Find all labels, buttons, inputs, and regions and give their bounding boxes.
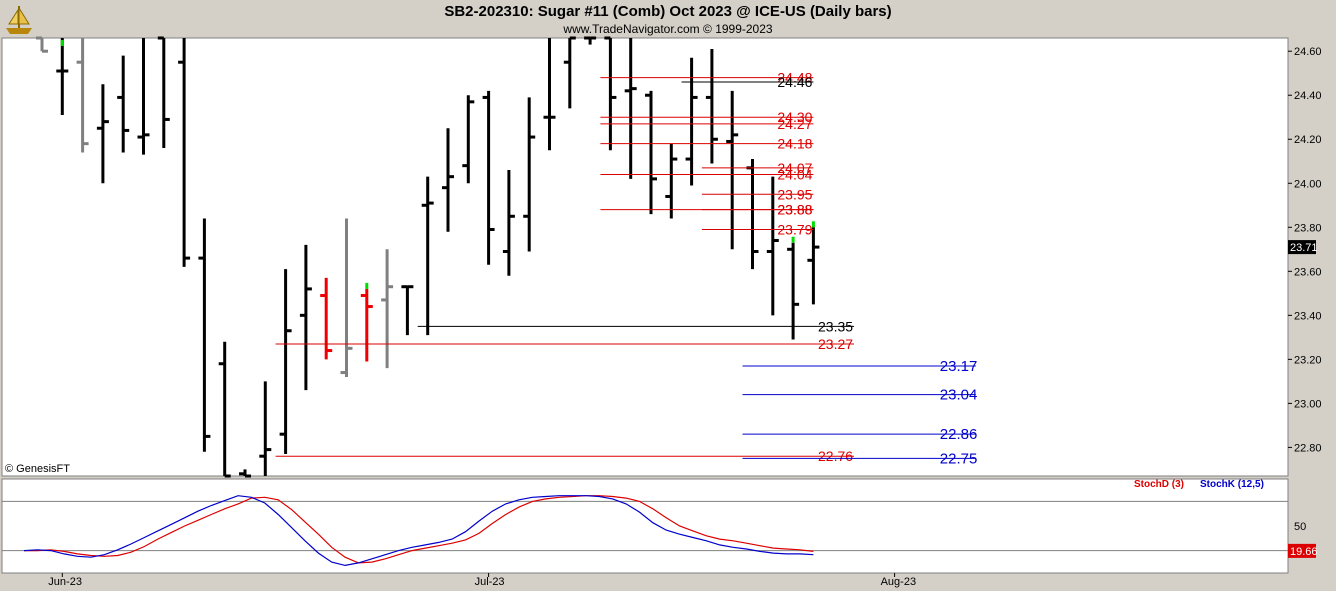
ohlc-bar [299,244,312,391]
price-level-label: 23.95 [777,186,812,202]
ohlc-bar [523,97,536,252]
chart-header: SB2-202310: Sugar #11 (Comb) Oct 2023 @ … [0,0,1336,38]
ohlc-bar [665,143,678,219]
stoch-line-k [23,495,814,567]
price-tick-label: 24.20 [1294,134,1322,146]
price-tick-label: 24.60 [1294,46,1322,58]
date-axis: Jun-23 Jul-23 Aug-23 [48,573,916,588]
ohlc-bar [381,249,394,369]
price-level-label: 24.18 [777,136,812,152]
price-level-label: 24.07 [777,160,812,176]
stoch-line-d [24,495,814,564]
ohlc-bar [279,269,292,454]
ohlc-bar [137,38,150,155]
ohlc-bar [584,36,597,45]
price-tick-label: 24.00 [1294,178,1322,190]
ohlc-bar [645,90,657,215]
ohlc-bar [807,221,820,305]
price-level-label: 23.27 [818,336,853,352]
ohlc-bar [705,49,718,164]
ohlc-bar [198,218,211,452]
price-levels: 24.4824.4624.3024.2724.1824.0724.0423.95… [275,70,978,467]
ohlc-bar [340,218,353,377]
ohlc-bar [218,341,231,478]
date-tick-label: Aug-23 [881,576,916,588]
price-level-label: 23.35 [818,318,853,334]
chart-subtitle: www.TradeNavigator.com © 1999-2023 [563,22,773,36]
price-tick-label: 23.40 [1294,310,1322,322]
price-panel [1,37,1289,477]
stoch-legend-item: StochD (3) [1134,479,1184,490]
ohlc-bar [685,57,698,186]
stoch-last-box [1288,543,1316,558]
ohlc-bar [624,38,637,179]
price-tick-label: 22.80 [1294,442,1322,454]
ohlc-bar [56,38,69,116]
ohlc-bar [117,55,130,153]
price-tick-label: 23.60 [1294,266,1322,278]
ohlc-bar [563,36,576,109]
price-level-label: 24.30 [777,109,812,125]
date-tick-label: Jun-23 [48,576,82,588]
ohlc-bar [502,170,515,276]
stoch-legend-item: StochK (12,5) [1200,479,1264,490]
chart-title: SB2-202310: Sugar #11 (Comb) Oct 2023 @ … [444,3,892,20]
last-price-label: 23.71 [1290,242,1318,254]
price-level-label: 24.04 [777,166,812,182]
price-panel-bg [1,37,1289,477]
price-level-label: 24.27 [777,116,812,132]
price-tick-label: 23.20 [1294,354,1322,366]
ohlc-bars [36,36,820,478]
price-level-label: 23.04 [940,387,978,404]
price-level-label: 22.76 [818,448,853,464]
ohlc-bar [604,36,617,151]
ohlc-bar [787,236,800,340]
ohlc-bar [259,381,272,476]
price-level-label: 23.17 [940,358,978,375]
ohlc-bar [178,38,191,267]
ohlc-bar [482,90,495,265]
ohlc-bar [462,95,475,184]
ohlc-bar [239,469,251,478]
price-level-label: 22.86 [940,426,978,443]
ohlc-bar [76,38,89,153]
price-level-label: 23.79 [777,221,812,237]
ohlc-bar [320,277,333,360]
genesis-watermark: © GenesisFT [5,463,70,475]
ohlc-bar [96,84,109,184]
ohlc-bar [157,36,170,149]
stoch-panel-bg [1,478,1289,574]
stoch-tick-label: 50 [1294,521,1306,533]
ohlc-bar [360,282,373,362]
ohlc-bar [543,38,556,151]
price-tick-label: 23.00 [1294,398,1322,410]
ohlc-bar [401,285,414,336]
price-level-label: 24.46 [777,74,812,90]
ohlc-bar [421,176,434,336]
price-level-label: 23.88 [777,202,812,218]
price-level-label: 22.75 [940,450,978,467]
date-tick-label: Jul-23 [475,576,505,588]
price-axis: 24.60 24.40 24.20 24.00 23.80 23.60 23.40 23.20… [1288,46,1322,454]
ohlc-bar [766,176,779,316]
ohlc-bar [36,36,48,53]
stochastic-panel: 50 StochD (3) StochK (12,5) 19.66 [1,478,1318,574]
price-tick-label: 24.40 [1294,90,1322,102]
sailing-ship-logo-icon [6,6,32,34]
ohlc-bar [442,128,454,232]
stoch-last-label: 19.66 [1290,546,1318,558]
last-price-box [1288,240,1316,255]
price-tick-label: 23.80 [1294,222,1322,234]
